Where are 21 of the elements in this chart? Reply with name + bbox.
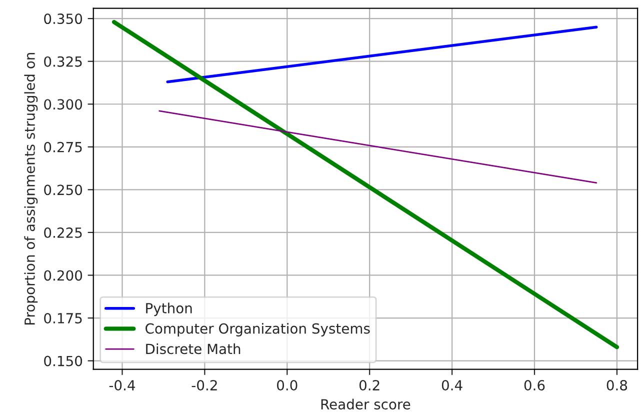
x-tick-label: 0.8 <box>606 380 628 391</box>
x-axis-title: Reader score <box>321 398 410 410</box>
legend-label: Python <box>146 302 192 316</box>
y-tick-label: 0.300 <box>44 99 82 110</box>
legend-label: Computer Organization Systems <box>146 323 370 336</box>
x-tick-label: -0.2 <box>192 380 217 391</box>
y-tick-label: 0.250 <box>44 184 82 196</box>
x-tick-label: 0.6 <box>524 380 545 391</box>
y-tick-label: 0.325 <box>44 56 82 67</box>
y-axis-title: Proportion of assignments struggled on <box>24 52 38 324</box>
y-tick-label: 0.175 <box>44 312 82 324</box>
x-tick-label: -0.4 <box>109 380 136 391</box>
y-tick-label: 0.200 <box>44 270 82 281</box>
y-tick-label: 0.275 <box>44 142 82 152</box>
x-tick-label: 0.0 <box>277 380 298 391</box>
legend-label: Discrete Math <box>146 343 240 354</box>
y-tick-label: 0.350 <box>44 14 82 24</box>
x-tick-label: 0.4 <box>442 380 462 391</box>
y-tick-label: 0.225 <box>44 227 82 238</box>
x-tick-label: 0.2 <box>359 380 380 391</box>
y-tick-label: 0.150 <box>44 356 82 366</box>
